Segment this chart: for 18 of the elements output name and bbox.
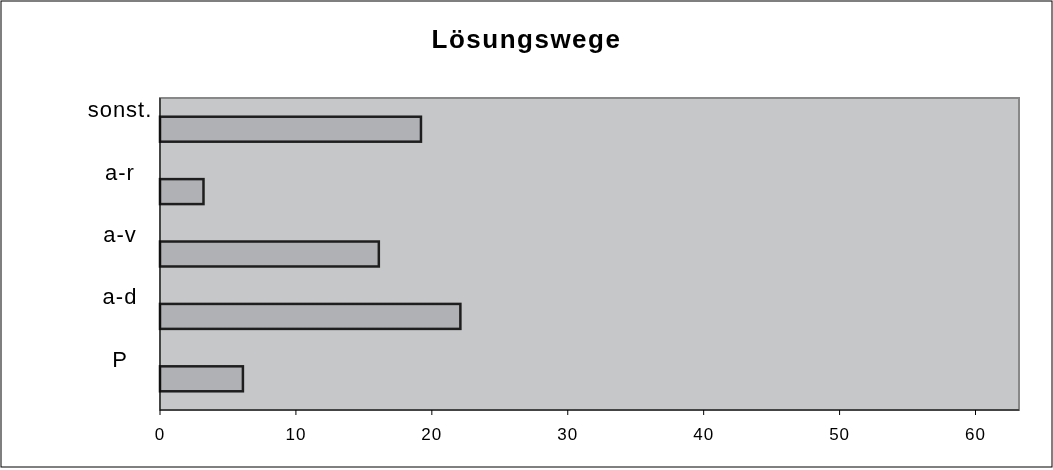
y-tick-label: a-d (102, 284, 138, 310)
chart-title: Lösungswege (431, 24, 622, 54)
x-tick-label: 10 (285, 425, 307, 444)
y-tick-label: a-r (105, 159, 135, 185)
bar (158, 302, 462, 331)
x-tick-label: 60 (965, 425, 986, 444)
y-tick-label: P (112, 346, 128, 372)
x-tick-label: 20 (421, 425, 443, 444)
x-tick-label: 30 (557, 425, 579, 444)
bar (158, 240, 381, 268)
x-tick-label: 50 (829, 425, 851, 444)
x-tick-label: 40 (693, 425, 715, 444)
bar (158, 177, 205, 206)
y-tick-label: a-v (103, 222, 137, 247)
bar (158, 365, 245, 393)
x-tick-label: 0 (154, 425, 166, 444)
y-tick-label: sonst. (87, 97, 153, 123)
bar (158, 115, 423, 143)
